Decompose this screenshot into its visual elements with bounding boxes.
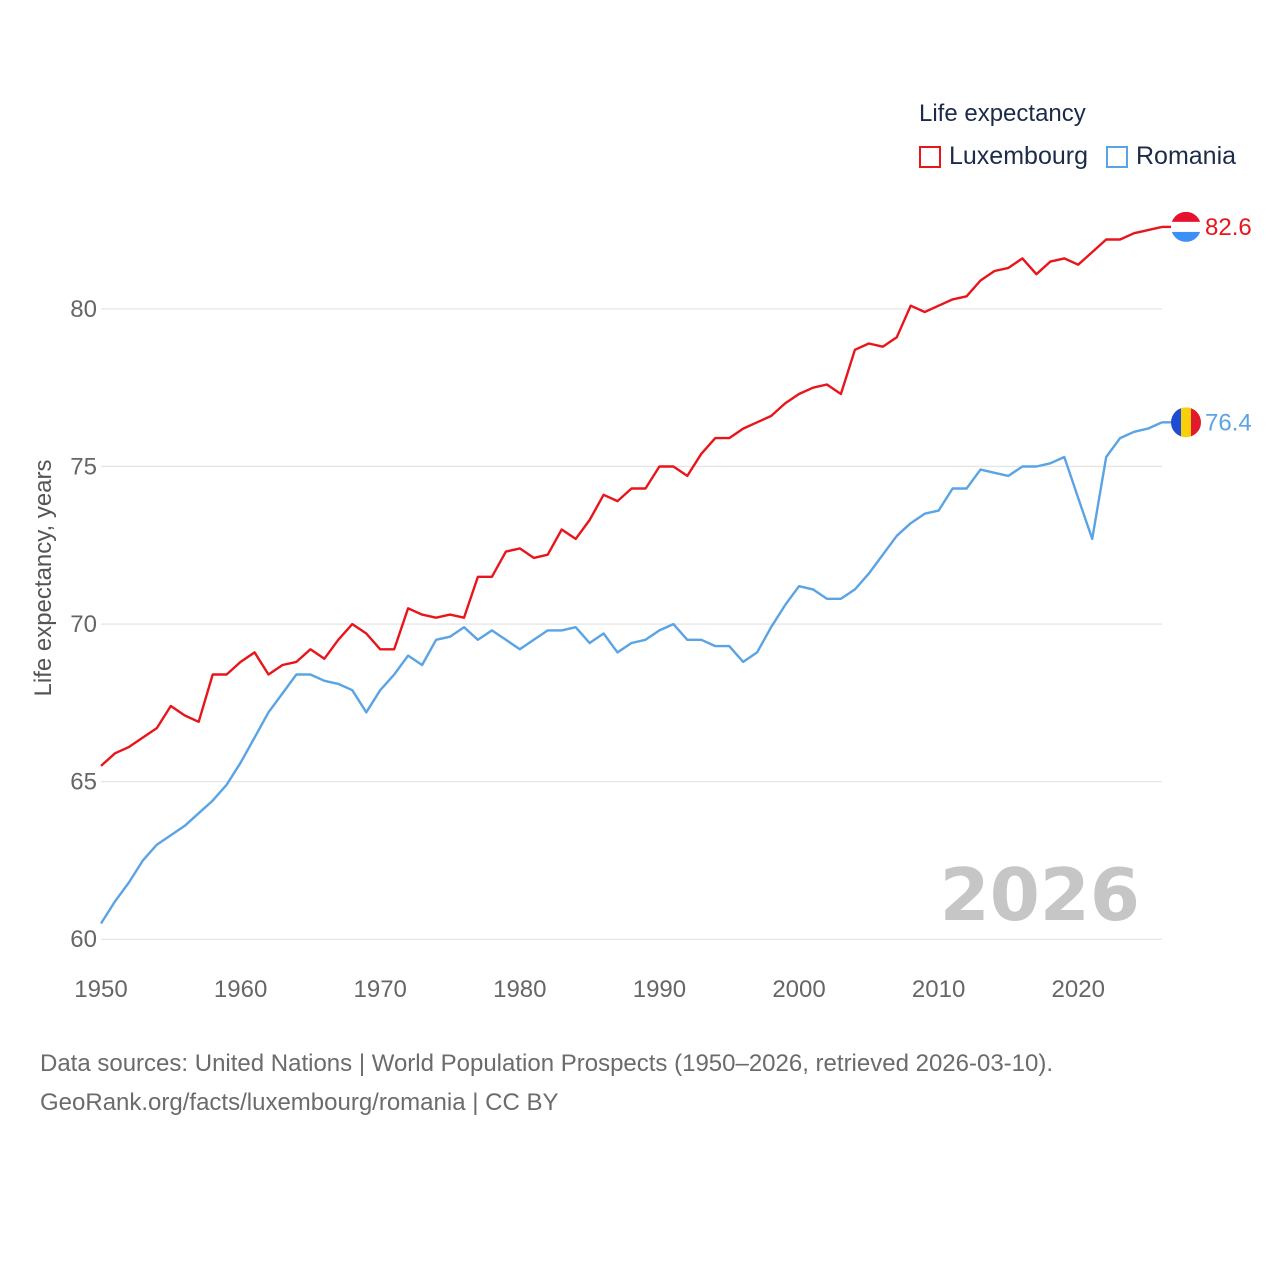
y-tick-60: 60 [70,926,97,953]
y-axis-ticks: 60 65 70 75 80 [70,296,97,953]
y-tick-80: 80 [70,296,97,323]
flag-luxembourg-icon [1171,211,1201,242]
x-tick-1980: 1980 [493,976,546,1003]
end-markers: 82.6 76.4 [1162,211,1252,438]
legend-label-luxembourg: Luxembourg [949,142,1088,170]
legend-swatch-romania [1105,145,1128,168]
legend-item-romania[interactable]: Romania [1105,142,1237,171]
legend: Luxembourg Romania [919,142,1254,171]
source-line-1: Data sources: United Nations | World Pop… [40,1050,1054,1077]
legend-swatch-luxembourg [919,145,941,168]
x-tick-2020: 2020 [1052,976,1105,1003]
series-lines [99,225,1163,925]
x-axis-ticks: 1950 1960 1970 1980 1990 2000 2010 2020 [74,976,1105,1003]
end-label-romania: 76.4 [1205,409,1252,436]
source-link[interactable]: GeoRank.org/facts/luxembourg/romania | C… [40,1089,559,1116]
x-tick-1950: 1950 [74,976,127,1003]
x-tick-1970: 1970 [354,976,407,1003]
series-line-luxembourg[interactable] [100,225,1163,767]
x-tick-1960: 1960 [214,976,267,1003]
legend-item-luxembourg[interactable]: Luxembourg [919,142,1088,171]
y-axis-label: Life expectancy, years [30,459,57,697]
year-label: 2026 [940,853,1140,937]
x-tick-2010: 2010 [912,976,965,1003]
flag-romania-icon [1171,407,1201,438]
y-tick-70: 70 [70,611,97,638]
series-line-romania[interactable] [99,421,1163,925]
grid-lines [101,308,1162,940]
source-note: Data sources: United Nations | World Pop… [40,1044,1053,1122]
y-tick-65: 65 [70,769,97,796]
x-tick-2000: 2000 [772,976,825,1003]
legend-label-romania: Romania [1135,142,1237,170]
legend-title: Life expectancy [919,100,1086,127]
x-tick-1990: 1990 [633,976,686,1003]
end-label-luxembourg: 82.6 [1205,214,1252,241]
y-tick-75: 75 [70,453,97,480]
